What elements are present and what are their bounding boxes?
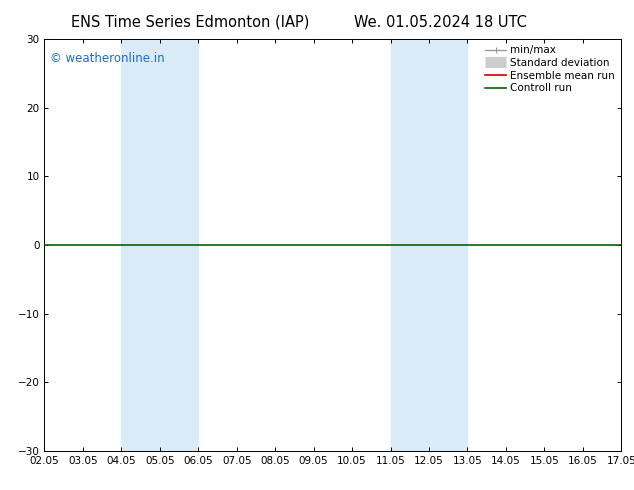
Bar: [391, 39, 467, 451]
Text: © weatheronline.in: © weatheronline.in: [50, 51, 165, 65]
Bar: [121, 39, 198, 451]
Legend: min/max, Standard deviation, Ensemble mean run, Controll run: min/max, Standard deviation, Ensemble me…: [482, 42, 618, 97]
Text: We. 01.05.2024 18 UTC: We. 01.05.2024 18 UTC: [354, 15, 527, 30]
Text: ENS Time Series Edmonton (IAP): ENS Time Series Edmonton (IAP): [71, 15, 309, 30]
